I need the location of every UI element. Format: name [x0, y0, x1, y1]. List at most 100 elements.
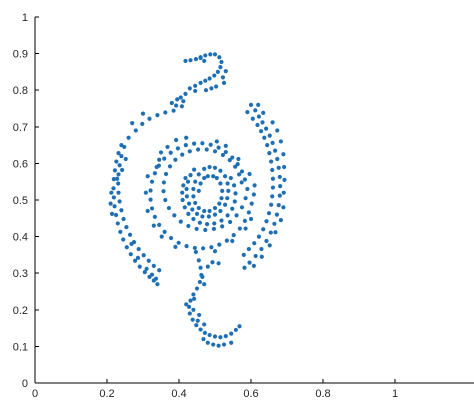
x-tick-label: 0.2 [99, 388, 114, 400]
data-point [277, 174, 282, 180]
data-point [228, 175, 233, 181]
data-point [270, 176, 276, 181]
data-point [196, 172, 201, 177]
data-point [202, 322, 207, 327]
data-point [200, 141, 205, 146]
series-5 [184, 258, 242, 348]
data-point [242, 265, 247, 270]
data-point [121, 216, 126, 222]
data-point [221, 342, 227, 347]
data-point [228, 219, 233, 225]
data-point [195, 318, 200, 323]
data-point [270, 185, 276, 190]
data-point [117, 199, 122, 204]
data-point [233, 327, 238, 333]
data-point [128, 252, 133, 257]
data-point [232, 199, 237, 204]
data-point [231, 233, 236, 238]
data-point [197, 220, 202, 225]
data-point [273, 230, 278, 235]
data-point [260, 120, 265, 125]
axes: 0 0.1 0.2 0.3 0.4 0.5 0.6 0.7 0.8 0.9 1 0 0.2 0.4 0.6 0… [13, 12, 474, 400]
data-point [255, 122, 260, 128]
data-point [262, 135, 267, 140]
data-point [204, 222, 210, 227]
data-point [207, 76, 212, 81]
data-point [155, 112, 160, 118]
data-point [219, 218, 224, 223]
data-point [239, 180, 244, 185]
data-point [243, 196, 248, 201]
data-point [211, 342, 216, 347]
data-point [187, 149, 192, 154]
data-point [176, 240, 181, 245]
x-tick-label: 0.4 [171, 388, 186, 400]
plot-area [108, 52, 287, 348]
data-point [278, 139, 283, 144]
data-point [237, 172, 242, 177]
data-point [234, 213, 239, 218]
y-tick-label: 0 [22, 378, 28, 390]
data-point [223, 143, 228, 148]
data-point [161, 189, 166, 194]
data-point [188, 298, 193, 303]
data-point [217, 201, 222, 206]
data-point [208, 142, 213, 147]
data-point [181, 183, 186, 188]
data-point [256, 102, 261, 107]
data-point [230, 155, 235, 160]
data-point [193, 200, 198, 206]
data-point [188, 173, 193, 178]
data-point [165, 144, 170, 150]
data-point [217, 55, 222, 60]
data-point [214, 139, 219, 144]
data-point [186, 304, 192, 309]
data-point [248, 102, 254, 107]
data-point [201, 336, 206, 342]
data-point [209, 245, 214, 250]
data-point [135, 255, 141, 260]
y-tick-label: 0.2 [13, 305, 28, 317]
data-point [192, 167, 197, 172]
data-point [129, 241, 134, 247]
data-point [109, 190, 114, 195]
data-point [167, 164, 173, 169]
data-point [212, 165, 218, 170]
data-point [113, 212, 119, 218]
data-point [188, 58, 193, 63]
data-point [184, 244, 189, 249]
data-point [180, 152, 185, 157]
y-tick-label: 0.1 [13, 341, 28, 353]
data-point [141, 253, 146, 258]
data-point [183, 175, 188, 181]
data-point [180, 190, 185, 195]
data-point [126, 135, 131, 140]
data-point [273, 148, 278, 153]
data-point [191, 307, 196, 312]
data-point [111, 186, 116, 191]
data-point [202, 282, 207, 287]
data-point [183, 143, 188, 148]
data-point [217, 242, 222, 247]
data-point [198, 80, 203, 85]
data-point [172, 213, 177, 218]
data-point [124, 224, 129, 230]
data-point [274, 212, 280, 217]
data-point [275, 156, 280, 162]
data-point [175, 146, 181, 151]
data-point [246, 210, 251, 215]
data-point [115, 221, 120, 226]
data-point [239, 169, 245, 174]
series-0 [180, 164, 238, 227]
data-point [247, 171, 252, 177]
data-point [194, 286, 200, 291]
data-point [168, 150, 173, 155]
data-point [191, 194, 196, 199]
data-point [207, 332, 212, 338]
data-point [184, 302, 189, 307]
data-point [211, 226, 217, 232]
data-point [112, 204, 117, 209]
data-point [187, 311, 192, 316]
data-point [193, 83, 198, 88]
data-point [146, 258, 151, 263]
